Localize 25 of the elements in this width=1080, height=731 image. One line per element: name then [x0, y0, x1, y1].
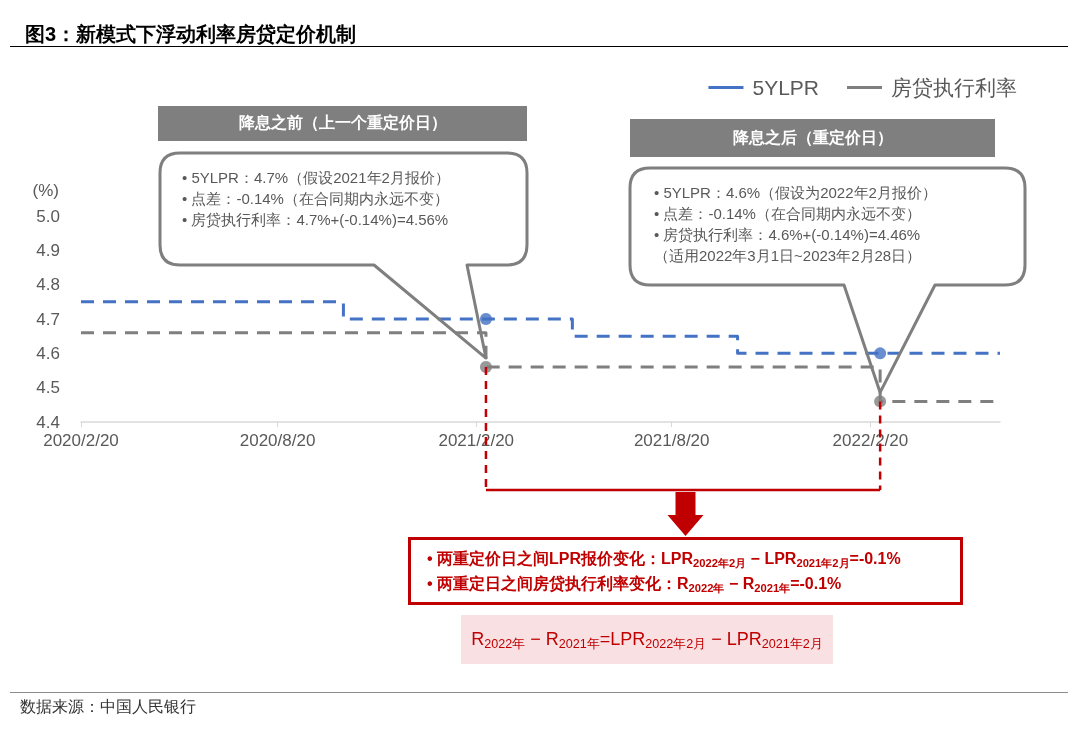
y-tick-label: 4.4: [36, 412, 60, 432]
outline-box: • 两重定价日之间LPR报价变化：LPR$_{2022年2月}$ − LPR$_{2021年2月}$=-0.1% • 两重定日之间房贷执行利率变化：R$_{2022年}$ − R$_{2021年}$=-0.1%: [408, 537, 963, 605]
annotation: • 5YLPR：4.7%（假设2021年2月报价） • 点差：-0.14%（在合同期内永远不变） • 房贷执行利率：4.7%+(-0.14%)=4.56%: [182, 168, 450, 230]
y-tick-label: 4.9: [36, 240, 60, 260]
x-tick-label: 2020/2/20: [43, 431, 119, 450]
point: [874, 347, 887, 360]
source-note: 数据来源：中国人民银行: [20, 697, 196, 717]
x-tick-label: 2021/8/20: [633, 431, 710, 450]
x-tick-label: 2022/2/20: [832, 431, 909, 450]
y-tick-label: 5.0: [36, 206, 60, 226]
y-tick-label: 4.8: [36, 275, 60, 295]
banner: 降息之后（重定价日）: [630, 119, 995, 157]
legend-label: 房贷执行利率: [891, 76, 1017, 99]
legend-label: 5YLPR: [752, 76, 820, 99]
y-tick-label: 4.5: [36, 378, 60, 398]
y-tick-label: 4.7: [36, 309, 60, 329]
x-tick-label: 2021/2/20: [438, 431, 515, 450]
point: [479, 313, 492, 325]
x-tick-label: 2020/8/20: [239, 431, 316, 450]
shaded-box: R$_{2022年}$ − R$_{2021年}$=LPR$_{2022年2月}$ − LPR$_{2021年2月}$: [461, 615, 833, 664]
y-axis-title: (%): [32, 181, 59, 200]
banner: 降息之前（上一个重定价日）: [158, 106, 527, 141]
y-tick-label: 4.6: [36, 343, 60, 363]
chart-title: 图3：新模式下浮动利率房贷定价机制: [25, 23, 357, 45]
annotation: • 5YLPR：4.6%（假设为2022年2月报价） • 点差：-0.14%（在合同期内永远不变） • 房贷执行利率：4.6%+(-0.14%)=4.46% （适用2022年3月1日~2023年2月28日）: [654, 183, 937, 266]
